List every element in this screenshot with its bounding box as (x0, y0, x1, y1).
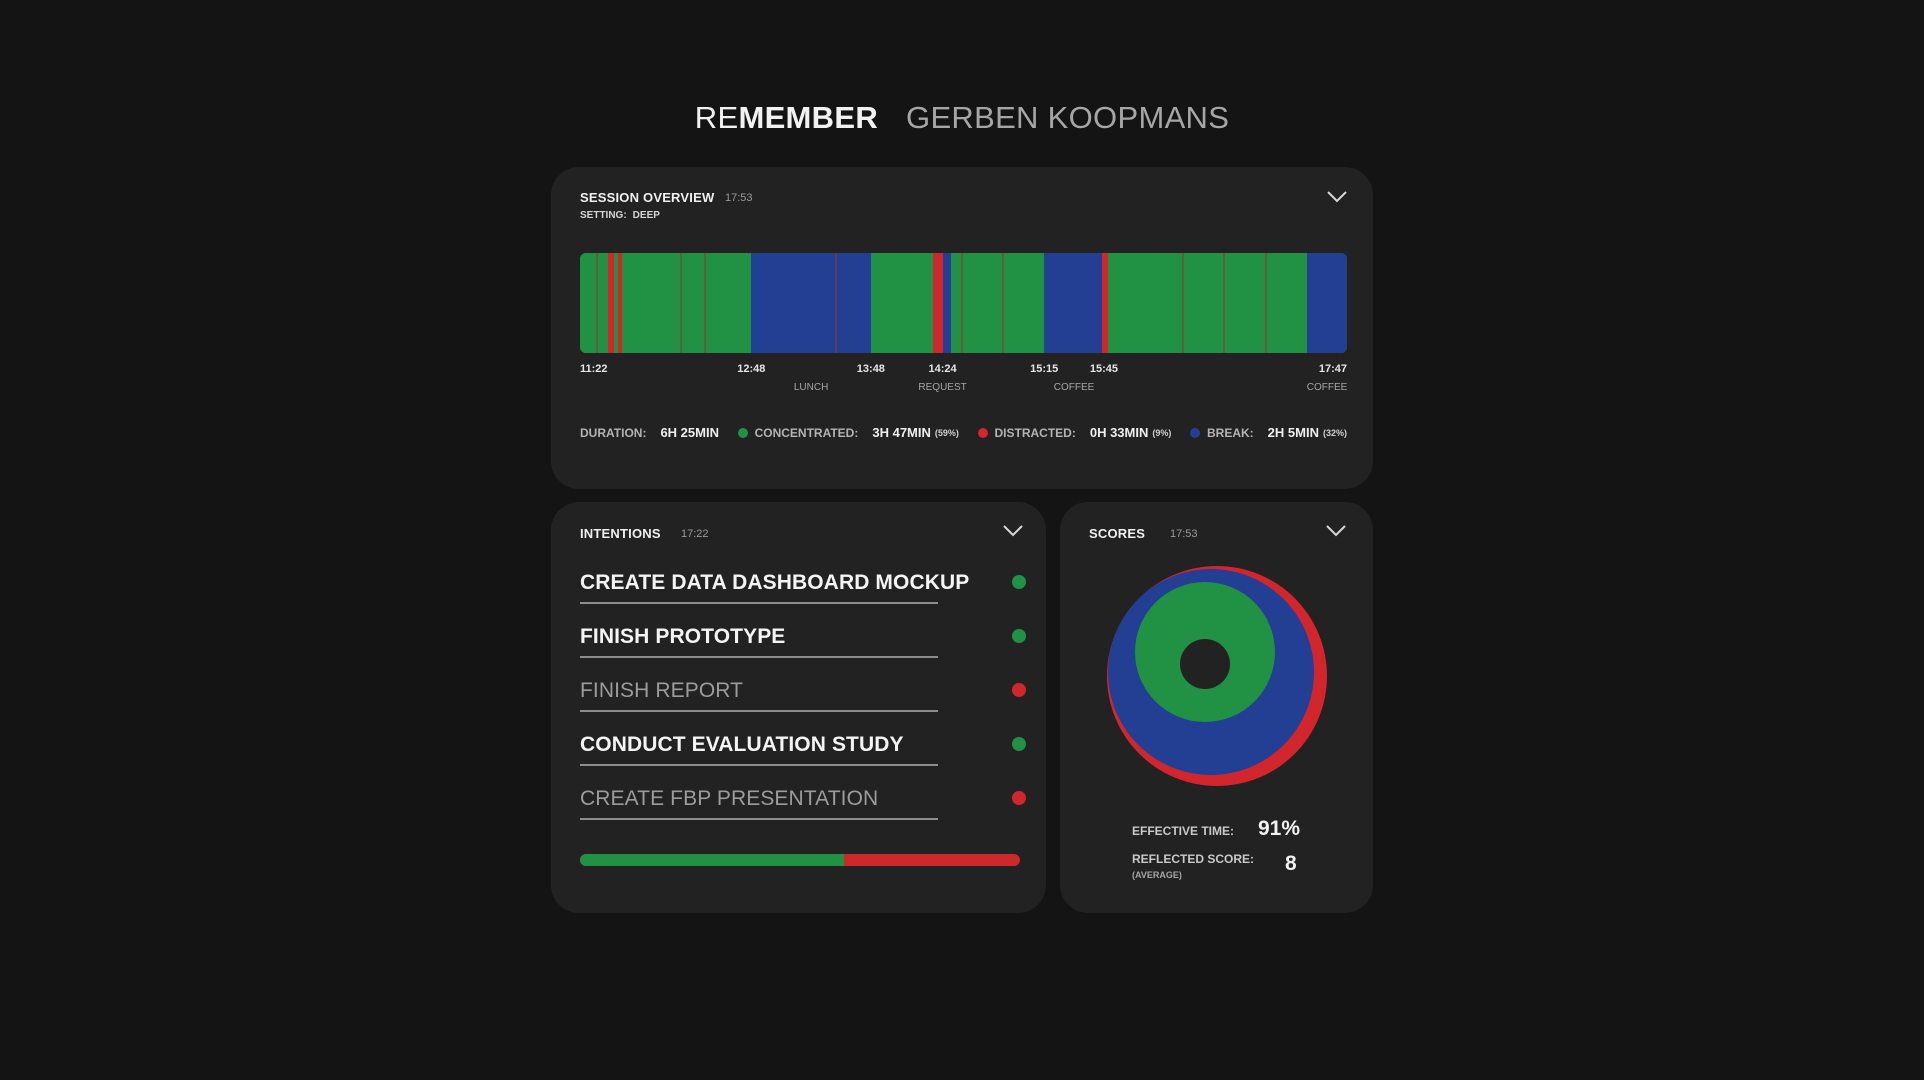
intention-item[interactable]: CREATE DATA DASHBOARD MOCKUP (580, 564, 1026, 618)
distracted-label: DISTRACTED: (994, 425, 1076, 440)
reflected-score-row: REFLECTED SCORE: (AVERAGE) (1132, 850, 1254, 880)
timeline-tick-label: 12:48 (737, 363, 766, 375)
intention-item[interactable]: FINISH PROTOTYPE (580, 618, 1026, 672)
timeline-stripe (1265, 253, 1268, 353)
timeline-segment-distracted (617, 253, 622, 353)
timeline-segment-distracted (932, 253, 943, 353)
timeline-stripe (1002, 253, 1005, 353)
app-header: REMEMBER GERBEN KOOPMANS (0, 100, 1924, 136)
timeline-tick-label: 15:15 (1030, 363, 1059, 375)
concentrated-pct: (59%) (934, 427, 959, 438)
distracted-value: 0H 33MIN (1089, 425, 1149, 440)
scores-time: 17:53 (1170, 528, 1198, 540)
timeline-event-label: REQUEST (918, 382, 967, 393)
timeline-stripe (835, 253, 837, 353)
timeline-segment-break (942, 253, 951, 353)
intention-item[interactable]: CREATE FBP PRESENTATION (580, 780, 1026, 834)
reflected-score-label: REFLECTED SCORE: (1132, 852, 1255, 866)
timeline-tick-label: 15:45 (1089, 363, 1119, 375)
intention-underline (580, 656, 938, 658)
progress-fill (580, 854, 844, 866)
timeline-stripe (595, 253, 598, 353)
session-title: SESSION OVERVIEW (580, 190, 715, 205)
intentions-progress-bar (580, 854, 1020, 866)
intention-underline (580, 602, 938, 604)
session-overview-card: SESSION OVERVIEW 17:53 SETTING: DEEP 11:2… (551, 167, 1373, 489)
intention-label: FINISH REPORT (580, 679, 744, 702)
timeline-segment-break (751, 253, 871, 353)
break-label: BREAK: (1207, 425, 1254, 440)
intention-underline (580, 710, 938, 712)
concentrated-label: CONCENTRATED: (754, 425, 859, 440)
timeline-stripe (1181, 253, 1184, 353)
timeline-tick-label: 17:47 (1318, 363, 1347, 375)
timeline-segment-concentrated (613, 253, 618, 353)
scores-donut-chart (1107, 566, 1327, 786)
chevron-down-icon[interactable] (1326, 190, 1348, 204)
brand-logo: REMEMBER (694, 100, 879, 135)
intention-status-icon (1012, 629, 1026, 643)
timeline-segment-break (1044, 253, 1102, 353)
intention-label: FINISH PROTOTYPE (580, 625, 786, 648)
intention-status-icon (1012, 575, 1026, 589)
concentrated-dot-icon (737, 427, 748, 438)
timeline-segment-break (1307, 253, 1347, 353)
timeline-stripe (1223, 253, 1226, 353)
intention-item[interactable]: FINISH REPORT (580, 672, 1026, 726)
user-name: GERBEN KOOPMANS (906, 100, 1230, 135)
duration-label: DURATION: (580, 425, 647, 440)
timeline-segment-concentrated (580, 253, 608, 353)
timeline-segment-distracted (607, 253, 614, 353)
timeline-segment-distracted (1101, 253, 1108, 353)
timeline-tick-label: 14:24 (928, 363, 957, 375)
intention-status-icon (1012, 683, 1026, 697)
intentions-title: INTENTIONS (580, 526, 661, 541)
intentions-card: INTENTIONS 17:22 CREATE DATA DASHBOARD M… (551, 502, 1046, 913)
intention-status-icon (1012, 737, 1026, 751)
distracted-pct: (9%) (1152, 427, 1172, 438)
intention-underline (580, 818, 938, 820)
intention-label: CONDUCT EVALUATION STUDY (580, 733, 904, 756)
session-timeline (580, 253, 1347, 353)
timeline-segment-concentrated (950, 253, 1045, 353)
effective-time-value: 91% (1258, 817, 1301, 840)
timeline-stripe (679, 253, 682, 353)
timeline-stripe (703, 253, 706, 353)
timeline-event-label: LUNCH (793, 382, 829, 393)
distracted-dot-icon (977, 427, 988, 438)
duration-value: 6H 25MIN (660, 425, 719, 440)
session-time: 17:53 (725, 192, 753, 204)
intention-status-icon (1012, 791, 1026, 805)
session-setting: SETTING: DEEP (580, 210, 660, 221)
timeline-tick-label: 11:22 (580, 363, 608, 375)
timeline-tick-label: 13:48 (856, 363, 885, 375)
donut-hole (1180, 639, 1230, 689)
scores-card: SCORES 17:53 EFFECTIVE TIME: 91% REFLECT… (1060, 502, 1373, 913)
timeline-segment-concentrated (870, 253, 933, 353)
effective-time-row: EFFECTIVE TIME: (1132, 822, 1234, 840)
session-stats: DURATION: 6H 25MIN CONCENTRATED: 3H 47MIN(… (580, 425, 1347, 440)
timeline-stripe (960, 253, 963, 353)
intentions-list: CREATE DATA DASHBOARD MOCKUP FINISH PROTO… (580, 564, 1026, 834)
reflected-score-value: 8 (1285, 852, 1297, 875)
timeline-segment-concentrated (1107, 253, 1308, 353)
break-value: 2H 5MIN (1267, 425, 1319, 440)
intention-label: CREATE FBP PRESENTATION (580, 787, 879, 810)
effective-time-label: EFFECTIVE TIME: (1132, 824, 1234, 838)
intentions-time: 17:22 (681, 528, 709, 540)
break-pct: (32%) (1322, 427, 1347, 438)
intention-underline (580, 764, 938, 766)
break-dot-icon (1190, 427, 1200, 438)
intention-label: CREATE DATA DASHBOARD MOCKUP (580, 571, 970, 594)
reflected-score-sub: (AVERAGE) (1132, 870, 1182, 880)
intention-item[interactable]: CONDUCT EVALUATION STUDY (580, 726, 1026, 780)
chevron-down-icon[interactable] (1002, 524, 1024, 538)
timeline-event-label: COFFEE (1306, 382, 1348, 393)
chevron-down-icon[interactable] (1325, 524, 1347, 538)
scores-title: SCORES (1089, 526, 1146, 541)
concentrated-value: 3H 47MIN (872, 425, 931, 440)
timeline-event-label: COFFEE (1053, 382, 1095, 393)
timeline-segment-concentrated (621, 253, 752, 353)
